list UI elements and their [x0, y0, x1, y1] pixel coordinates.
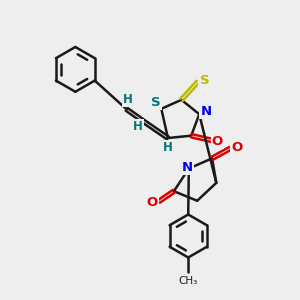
Text: H: H: [162, 141, 172, 154]
Text: N: N: [182, 161, 193, 174]
Text: O: O: [212, 134, 223, 148]
Text: S: S: [200, 74, 209, 87]
Text: H: H: [133, 120, 143, 133]
Text: S: S: [151, 96, 161, 109]
Text: O: O: [147, 196, 158, 209]
Text: CH₃: CH₃: [178, 276, 198, 286]
Text: O: O: [231, 140, 242, 154]
Text: N: N: [200, 105, 211, 118]
Text: H: H: [123, 93, 133, 106]
